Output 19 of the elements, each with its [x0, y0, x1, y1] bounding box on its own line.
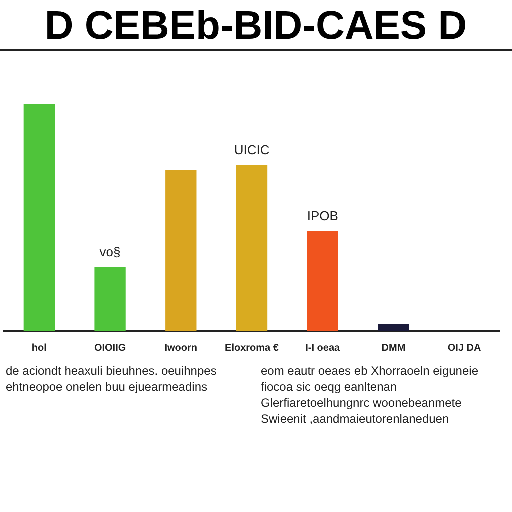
text: eom eautr oeaes eb Xhorraoeln eiguneie fiocoa sic oeqg eanltenan Glerfiaretoelhungnrc woonebeanmete Swieenit ,aandmaieutorenlaneduen — [261, 363, 480, 427]
bar — [378, 324, 410, 331]
annotation: vo§ — [100, 244, 121, 260]
chart-title: D CEBEb-BID-CAES D — [0, 0, 512, 51]
bar — [166, 170, 197, 331]
x-tick-label: hol — [32, 342, 48, 354]
bar — [236, 165, 268, 331]
x-tick-label: OIJ DA — [448, 342, 482, 354]
bar — [24, 104, 56, 331]
bar — [307, 231, 338, 331]
x-tick-label: I-I oeaa — [306, 342, 341, 354]
text: de aciondt heaxuli bieuhnes. oeuihnpes ehtneopoe onelen buu ejuearmeadins — [6, 363, 218, 396]
bar — [94, 268, 126, 331]
x-tick-label: Eloxroma € — [225, 342, 280, 354]
x-tick-label: DMM — [382, 342, 406, 354]
annotation: UICIC — [234, 142, 270, 158]
annotation: IPOB — [307, 208, 338, 224]
x-tick-label: Iwoorn — [164, 342, 198, 354]
x-tick-label: OIOIIG — [94, 342, 126, 354]
